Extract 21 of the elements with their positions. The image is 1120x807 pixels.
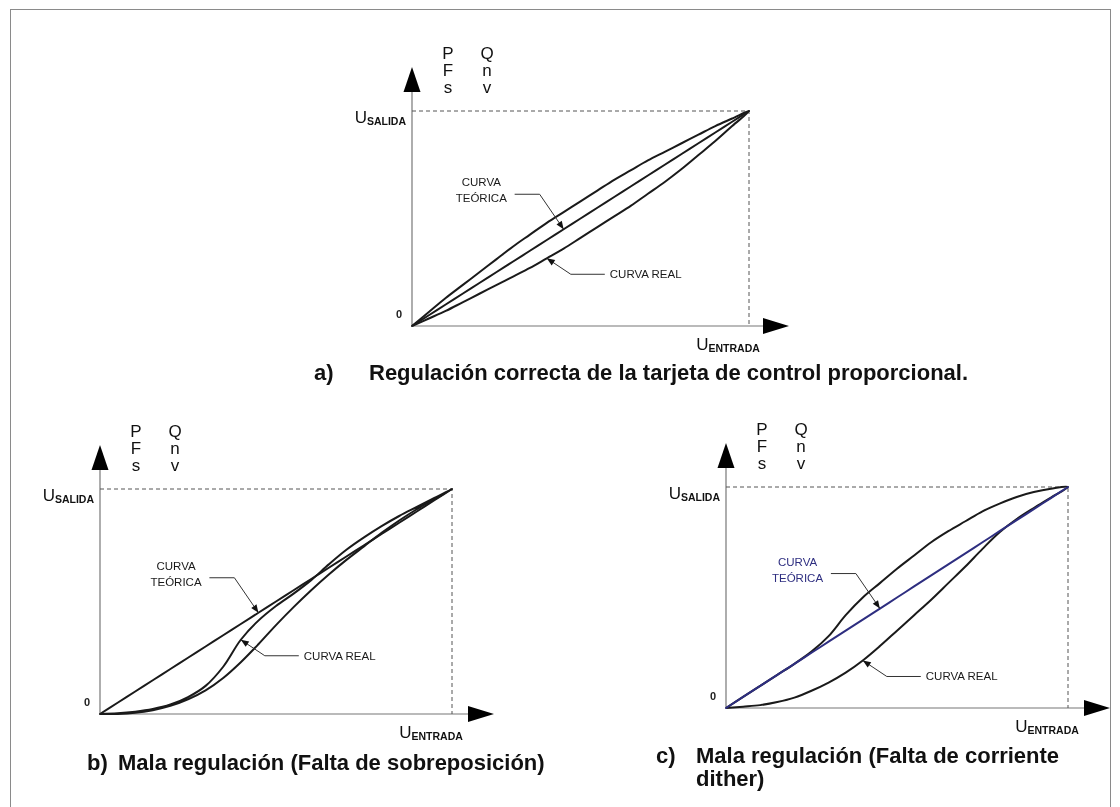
x-axis-title: UENTRADA [1015, 717, 1080, 736]
chart-title: a) Regulación correcta de la tarjeta de control proporcional. [314, 360, 969, 385]
ref-line-label: USALIDA [42, 486, 95, 505]
text: c) Mala regulación (Falta de corriente dither) [656, 743, 1060, 791]
annotation: CURVA REAL [303, 649, 377, 662]
text: P Q F n s v [442, 44, 494, 97]
ref-line-label: USALIDA [354, 108, 407, 127]
text: 0 [83, 696, 90, 708]
text: b) Mala regulación (Falta de sobreposición) [87, 750, 545, 775]
text: P Q F n s v [756, 420, 808, 473]
text: 0 [395, 308, 402, 320]
text: CURVA TEÓRICA [771, 555, 824, 584]
text: 0 [709, 690, 716, 702]
text: CURVA TEÓRICA [455, 176, 508, 205]
annotation: CURVA REAL [925, 670, 999, 683]
text: CURVA TEÓRICA [150, 559, 202, 588]
x-axis-title: UENTRADA [399, 723, 464, 742]
x-axis-title: UENTRADA [696, 335, 761, 354]
text: P Q F n s v [130, 422, 182, 475]
annotation: CURVA REAL [609, 268, 683, 281]
ref-line-label: USALIDA [668, 484, 721, 503]
